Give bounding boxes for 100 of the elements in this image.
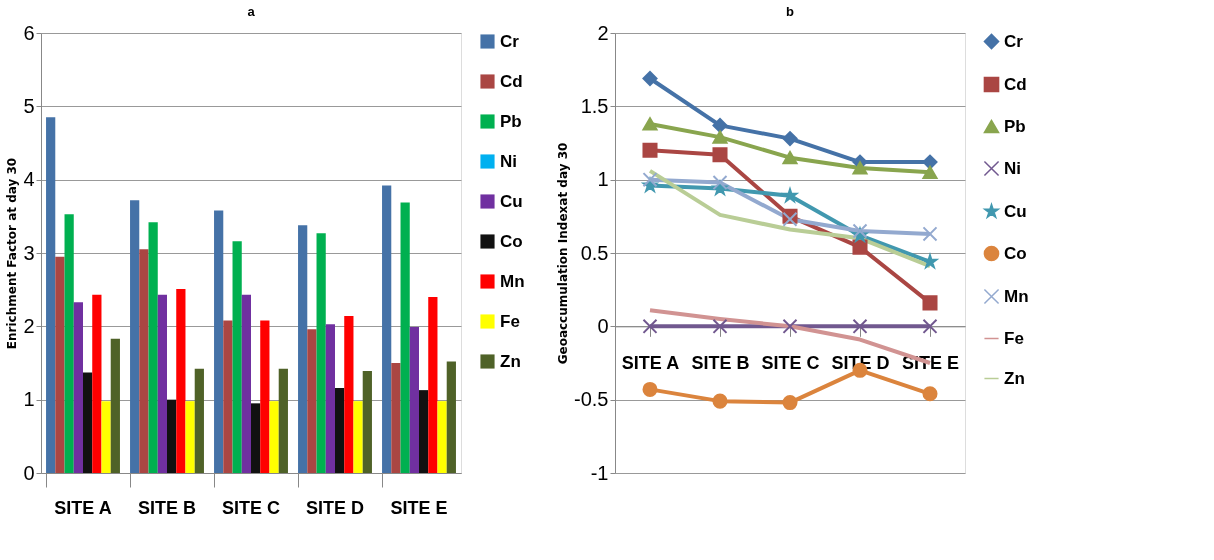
bar — [139, 249, 149, 473]
point — [852, 239, 868, 255]
point — [712, 147, 728, 163]
y-tick-label: 1.5 — [580, 94, 609, 117]
point — [782, 318, 798, 334]
point — [922, 318, 938, 334]
bar — [194, 368, 204, 473]
bar — [391, 363, 401, 473]
bar — [344, 316, 354, 473]
point — [712, 175, 728, 191]
chart-title: b — [786, 4, 795, 19]
x-tick-label: SITE D — [305, 497, 365, 518]
y-tick-label: 1 — [23, 388, 35, 411]
bar — [400, 202, 410, 473]
legend-label: Mn — [1004, 286, 1029, 306]
bar — [409, 327, 419, 473]
point — [922, 226, 938, 242]
legend-label: Zn — [1004, 368, 1025, 388]
x-tick-label: SITE A — [54, 497, 112, 518]
point — [782, 395, 798, 411]
point — [852, 318, 868, 334]
x-tick-label: SITE C — [221, 497, 281, 518]
y-tick-label: -0.5 — [574, 388, 609, 411]
point — [642, 142, 658, 158]
point — [782, 151, 798, 165]
bar — [83, 372, 93, 473]
bar — [167, 399, 177, 473]
bar — [73, 302, 83, 473]
bar — [307, 329, 317, 473]
legend-label: Pb — [500, 111, 522, 131]
point — [712, 393, 728, 409]
y-tick-label: 4 — [23, 168, 35, 191]
y-tick-label: 0 — [23, 461, 35, 484]
point — [642, 117, 658, 131]
point — [922, 386, 938, 402]
y-tick-label: 6 — [23, 21, 35, 44]
legend-label: Cr — [1004, 31, 1024, 51]
legend-label: Ni — [500, 151, 517, 171]
bar — [353, 401, 363, 473]
bar — [325, 324, 335, 473]
point — [922, 165, 938, 179]
bar — [419, 390, 429, 473]
bar — [92, 294, 102, 473]
x-tick-label: SITE A — [621, 352, 680, 373]
point — [852, 161, 868, 175]
legend-label: Fe — [500, 311, 520, 331]
y-tick-label: 0 — [597, 314, 609, 337]
bar — [64, 214, 74, 473]
y-tick-label: 2 — [23, 314, 35, 337]
legend-label: Co — [1004, 243, 1027, 263]
bar — [446, 361, 456, 473]
bar — [437, 401, 447, 473]
y-tick-label: -1 — [590, 461, 609, 484]
y-tick-label: 0.5 — [580, 241, 609, 264]
legend-label: Zn — [500, 351, 521, 371]
bar — [382, 185, 392, 473]
bar — [148, 222, 158, 473]
point — [782, 188, 798, 203]
y-tick-label: 2 — [597, 21, 609, 44]
x-tick-label: SITE C — [761, 352, 820, 373]
bar — [241, 294, 251, 473]
legend-label: Cu — [500, 191, 523, 211]
bar — [101, 401, 111, 473]
point — [712, 318, 728, 334]
legend-label: Cd — [500, 71, 523, 91]
bar — [362, 371, 372, 473]
legend-label: Mn — [500, 271, 525, 291]
point — [642, 318, 658, 334]
bar — [232, 241, 242, 473]
legend-label: Cu — [1004, 201, 1027, 221]
y-tick-label: 3 — [23, 241, 35, 264]
bar — [251, 403, 261, 473]
x-tick-label: SITE E — [390, 497, 448, 518]
x-tick-label: SITE B — [137, 497, 197, 518]
legend-label: Pb — [1004, 116, 1026, 136]
bar — [55, 256, 65, 473]
bar — [269, 401, 279, 473]
point — [782, 131, 798, 147]
x-tick-label: SITE B — [691, 352, 750, 373]
y-tick-label: 1 — [597, 168, 609, 191]
point — [642, 381, 658, 397]
y-tick-label: 5 — [23, 94, 35, 117]
point — [642, 172, 658, 188]
point — [712, 130, 728, 144]
point — [712, 117, 728, 133]
bar — [214, 210, 224, 473]
bar — [316, 233, 326, 473]
bar — [278, 368, 288, 473]
bar — [110, 338, 120, 473]
bar — [130, 200, 140, 473]
bar — [335, 387, 345, 473]
bar — [176, 288, 186, 473]
point — [642, 70, 658, 86]
bar — [46, 117, 56, 473]
bar — [428, 297, 438, 473]
legend-label: Fe — [1004, 328, 1024, 348]
legend-label: Cd — [1004, 74, 1027, 94]
bar — [260, 320, 270, 473]
point — [922, 295, 938, 311]
y-axis-title: Enrichment Factor at day 30 — [5, 157, 20, 350]
